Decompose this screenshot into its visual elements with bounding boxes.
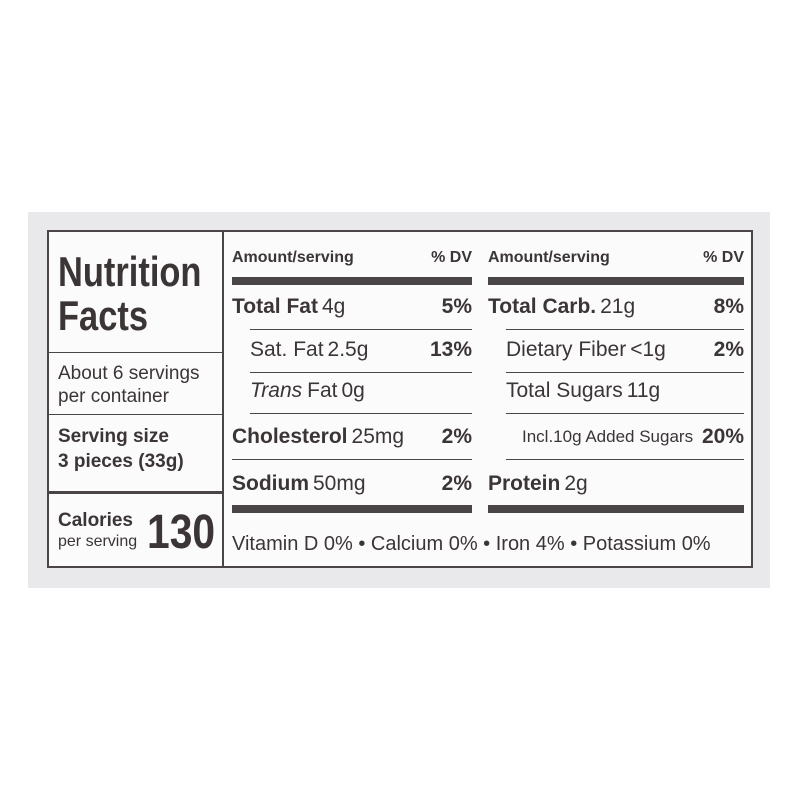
nutrient-dv: 2% bbox=[441, 425, 472, 448]
nutrient-row: Cholesterol 25mg 2% bbox=[232, 417, 472, 457]
nutrient-name: Sodium bbox=[232, 472, 309, 495]
thick-rule bbox=[232, 505, 472, 513]
header-dv: % DV bbox=[703, 249, 744, 266]
nutrient-name-rest: Fat bbox=[307, 379, 338, 402]
row-rule bbox=[506, 459, 744, 460]
nutrient-row: Sodium 50mg 2% bbox=[232, 464, 472, 504]
row-rule bbox=[506, 329, 744, 330]
nutrient-name-italic: Trans bbox=[250, 379, 303, 402]
nutrient-name: Total Sugars bbox=[506, 379, 623, 402]
row-rule bbox=[506, 413, 744, 414]
nutrient-amount: 25mg bbox=[351, 425, 405, 448]
thick-rule bbox=[232, 277, 472, 285]
nutrient-amount: 21g bbox=[600, 295, 636, 318]
nutrient-amount: 11g bbox=[626, 379, 661, 402]
serving-size: 3 pieces (33g) bbox=[58, 451, 184, 472]
nutrient-name: Sat. Fat bbox=[250, 338, 324, 361]
title: Nutrition Facts bbox=[58, 248, 202, 339]
nutrient-row: Trans Fat 0g bbox=[232, 371, 472, 411]
nutrient-amount: 0g bbox=[341, 379, 365, 402]
calories-label: Calories bbox=[58, 510, 133, 531]
footer: Vitamin D 0% • Calcium 0% • Iron 4% • Po… bbox=[232, 533, 711, 555]
nutrient-dv: 2% bbox=[441, 472, 472, 495]
servings: About 6 servings per container bbox=[58, 363, 200, 407]
nutrient-dv: 13% bbox=[429, 338, 472, 361]
header-amount: Amount/serving bbox=[488, 249, 610, 266]
divider bbox=[47, 491, 222, 494]
nutrient-amount: 50mg bbox=[313, 472, 366, 495]
row-rule bbox=[250, 413, 472, 414]
divider bbox=[47, 352, 222, 353]
nutrient-name: Trans Fat bbox=[250, 379, 337, 403]
header-dv: % DV bbox=[431, 249, 472, 266]
nutrient-name: Total Carb. bbox=[488, 295, 597, 318]
nutrient-amount: <1g bbox=[630, 338, 666, 361]
row-rule bbox=[232, 459, 472, 460]
calories-sub: per serving bbox=[58, 533, 138, 550]
nutrient-name: Cholesterol bbox=[232, 425, 348, 448]
nutrient-row: Protein 2g bbox=[488, 464, 744, 504]
nutrient-amount: 4g bbox=[321, 295, 346, 318]
nutrient-row: Sat. Fat 2.5g 13% bbox=[232, 330, 472, 370]
nutrient-amount: 2.5g bbox=[327, 338, 369, 361]
nutrient-dv: 8% bbox=[713, 295, 744, 318]
nutrient-row: Total Carb. 21g 8% bbox=[488, 287, 744, 327]
nutrient-dv: 5% bbox=[441, 295, 472, 318]
nutrient-name: Incl.10g Added Sugars bbox=[522, 427, 694, 446]
row-rule bbox=[506, 372, 744, 373]
nutrient-dv: 20% bbox=[701, 425, 744, 448]
column-divider bbox=[222, 230, 224, 568]
row-rule bbox=[250, 372, 472, 373]
serving-size-label: Serving size bbox=[58, 426, 169, 447]
nutrient-name: Dietary Fiber bbox=[506, 338, 627, 361]
nutrient-amount: 2g bbox=[564, 472, 588, 495]
nutrient-row: Incl.10g Added Sugars 20% bbox=[488, 417, 744, 457]
header-amount: Amount/serving bbox=[232, 249, 354, 266]
row-rule bbox=[250, 329, 472, 330]
thick-rule bbox=[488, 277, 744, 285]
nutrient-row: Total Fat 4g 5% bbox=[232, 287, 472, 327]
nutrient-row: Total Sugars 11g bbox=[488, 371, 744, 411]
thick-rule bbox=[488, 505, 744, 513]
nutrient-row: Dietary Fiber <1g 2% bbox=[488, 330, 744, 370]
nutrient-dv: 2% bbox=[713, 338, 744, 361]
nutrient-name: Total Fat bbox=[232, 295, 318, 318]
nutrient-name: Protein bbox=[488, 472, 561, 495]
divider bbox=[47, 414, 222, 415]
calories-value: 130 bbox=[147, 506, 216, 559]
